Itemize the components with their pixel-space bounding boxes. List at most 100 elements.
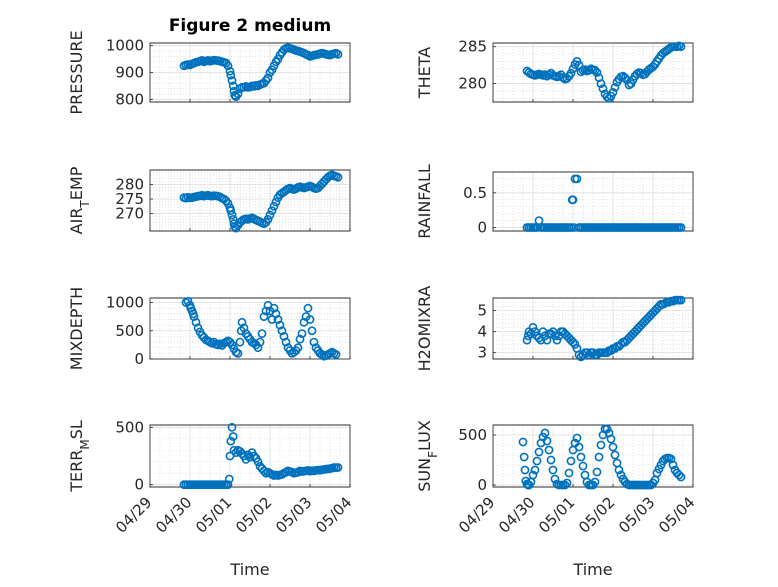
y-tick-label: 270 [115,205,144,223]
data-point [237,449,247,459]
data-point [564,468,574,478]
data-point [267,206,277,216]
data-point [273,315,283,324]
data-point [546,455,556,465]
y-axis-label: RAINFALL [415,164,434,239]
data-point [255,337,265,347]
data-point [257,329,267,338]
x-tick-label: 05/01 [192,493,235,536]
data-point [275,320,285,330]
axes-frame [149,424,351,488]
data-point [518,437,528,447]
data-point [572,433,582,443]
data-point [253,457,263,467]
x-tick-label: 05/02 [575,493,618,536]
data-point [542,436,552,446]
data-point [233,89,243,99]
data-point [191,317,201,327]
data-point [620,73,630,83]
data-point [570,339,580,349]
axes-frame [149,297,351,360]
data-point [227,422,237,432]
data-point [295,334,305,344]
data-point [590,65,600,75]
data-point [317,350,327,359]
data-point [574,442,584,452]
data-point [668,460,678,470]
x-tick-label: 04/29 [455,493,498,536]
y-tick-label: 500 [115,322,144,340]
axes-frame [149,169,351,232]
x-tick-label: 05/03 [272,493,315,536]
data-point [267,315,277,324]
y-axis-label: TERRMSL [67,420,92,493]
data-point [215,339,225,349]
axes-frame [492,42,694,103]
data-point [265,210,275,220]
data-point [550,331,560,341]
subplot-h2omixra: 3 4 5 H2OMIXRA [415,286,694,371]
data-point [233,348,243,358]
data-point [225,66,235,76]
y-axis-label: PRESSURE [67,30,86,114]
data-point [540,428,550,438]
data-point [522,335,532,345]
data-point [530,465,540,475]
x-tick-label: 05/04 [655,493,698,536]
data-point [676,42,686,52]
data-point [594,452,604,462]
x-tick-label: 04/29 [112,493,155,536]
y-tick-label: 0 [134,476,144,494]
data-point [263,73,273,83]
data-point [239,323,249,333]
data-point [608,442,618,452]
data-point [279,331,289,341]
y-tick-label: 4 [477,323,487,341]
data-point [231,448,241,457]
data-point [590,477,600,487]
data-point [534,447,544,457]
data-point [333,172,343,182]
y-tick-label: 280 [458,75,487,93]
subplot-pressure: 800 900 1000 PRESSURE Figure 2 medium [67,16,351,115]
data-point [578,461,588,471]
data-point [223,480,233,490]
data-point [532,456,542,466]
data-point [293,343,303,353]
data-point [614,465,624,475]
data-point [528,322,538,332]
subplot-rainfall: 0 0.5 RAINFALL [415,164,694,239]
data-point [552,335,562,345]
data-point [604,93,614,103]
data-point [606,434,616,444]
x-tick-label: 05/01 [535,493,578,536]
data-point [277,326,287,336]
data-point [297,329,307,338]
data-point [303,303,313,313]
data-point [540,70,550,80]
subplot-mixdepth: 0 500 1000 MIXDEPTH [67,287,351,370]
subplot-theta: 280 285 THETA [415,38,694,103]
y-tick-label: 280 [115,176,144,194]
x-axis-label: Time [572,560,612,579]
data-point [596,79,606,88]
data-point [676,295,686,305]
data-point [263,214,273,224]
data-point [269,303,279,313]
data-point [610,82,620,92]
y-axis-label: AIRTEMP [67,166,92,234]
data-point [566,456,576,466]
data-point [676,223,686,232]
data-point [584,65,594,75]
data-point [226,70,236,80]
data-point [520,465,530,475]
data-point [610,450,620,460]
data-point [305,315,315,324]
data-point [550,474,560,484]
data-point [237,317,247,327]
data-point [548,465,558,475]
data-point [333,463,343,472]
data-point [333,49,343,59]
